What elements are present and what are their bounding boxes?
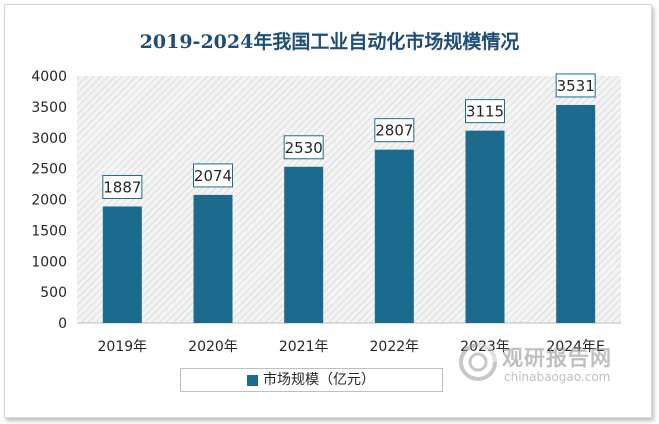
data-label-box (283, 135, 324, 160)
watermark-text-en: chinabaogao.com (504, 370, 611, 384)
data-label-box (555, 73, 596, 98)
bar (284, 166, 324, 323)
chart-title: 2019-2024年我国工业自动化市场规模情况 (139, 31, 520, 53)
y-tick-label: 2000 (31, 193, 67, 209)
watermark: 观研报告网 chinabaogao.com (458, 340, 628, 390)
x-tick-label: 2024年E (546, 339, 604, 355)
x-tick-label: 2021年 (279, 339, 329, 355)
x-tick-label: 2019年 (98, 339, 148, 355)
watermark-text-cn: 观研报告网 (502, 346, 612, 370)
data-label: 1887 (103, 178, 141, 196)
data-labels: 1887 2074 2530 2807 3115 3531 (102, 73, 596, 199)
watermark-logo-icon (459, 343, 497, 381)
y-tick-label: 3000 (31, 131, 67, 147)
data-label-box (102, 174, 143, 199)
y-tick-label: 1000 (31, 254, 67, 270)
bar (556, 104, 596, 323)
bar (193, 194, 233, 323)
data-label-box (465, 99, 505, 124)
data-label-box (193, 163, 233, 188)
bar (102, 206, 142, 323)
y-axis: 0 500 1000 1500 2000 2500 3000 3500 4000 (31, 69, 67, 332)
y-tick-label: 1500 (31, 223, 67, 239)
x-tick-label: 2020年 (188, 339, 238, 355)
y-tick-label: 500 (40, 285, 67, 301)
data-label: 2807 (375, 122, 413, 140)
y-tick-label: 4000 (31, 69, 67, 85)
data-label: 2530 (285, 139, 323, 157)
plot-area-background (77, 76, 621, 323)
bar (374, 149, 414, 323)
data-label-box (374, 118, 415, 143)
y-tick-label: 2500 (31, 162, 67, 178)
legend-swatch (247, 375, 258, 386)
data-label: 3531 (557, 77, 595, 95)
legend: 市场规模（亿元） (180, 368, 443, 392)
y-tick-label: 0 (58, 316, 67, 332)
data-label: 3115 (466, 103, 504, 121)
bar (465, 130, 505, 323)
data-label: 2074 (194, 167, 232, 185)
y-tick-label: 3500 (31, 100, 67, 116)
bars (102, 104, 596, 323)
legend-label: 市场规模（亿元） (263, 372, 375, 388)
x-tick-label: 2022年 (370, 339, 420, 355)
